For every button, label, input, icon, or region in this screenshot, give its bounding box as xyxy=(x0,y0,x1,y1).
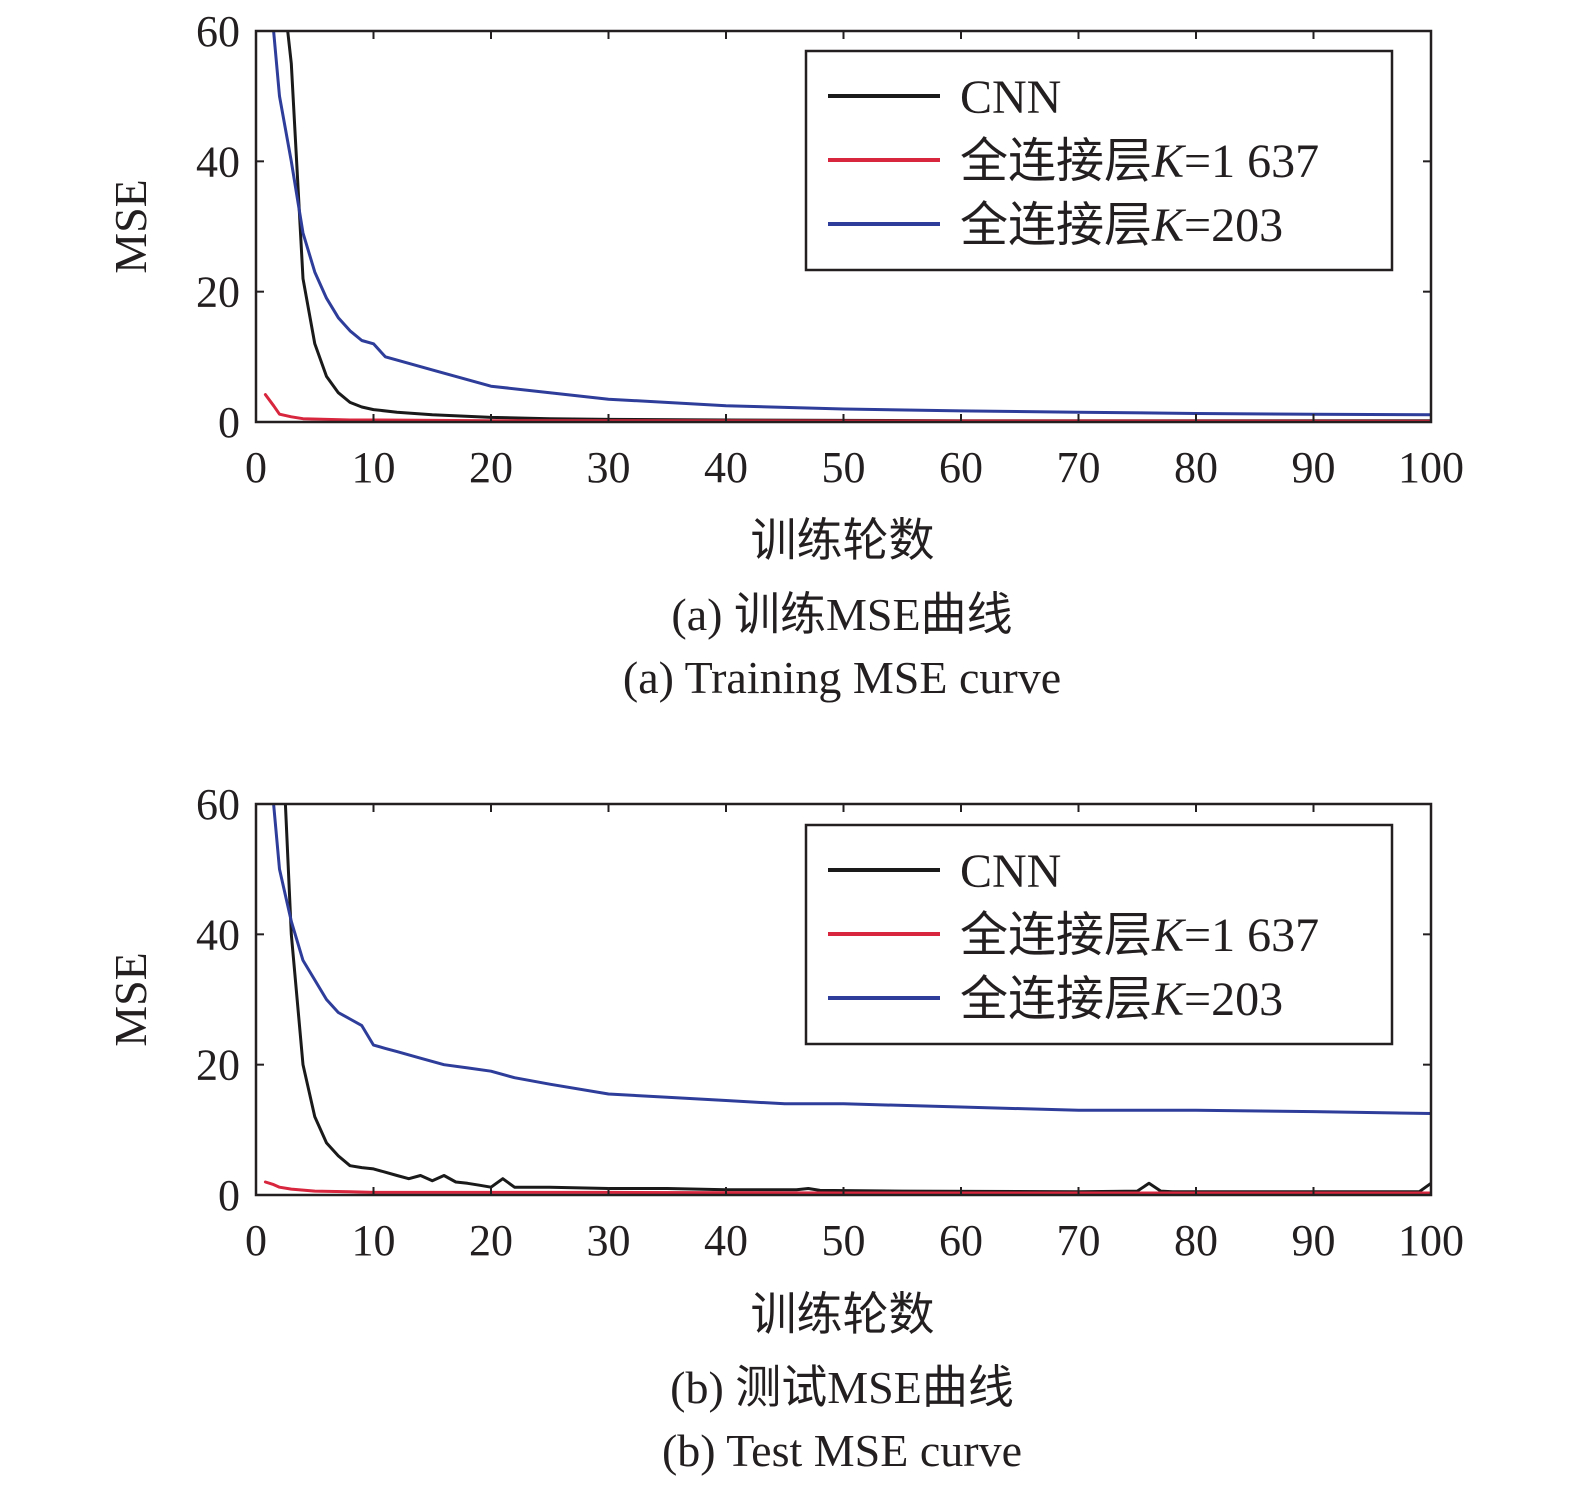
x-axis-label: 训练轮数 xyxy=(751,515,935,566)
x-tick-label: 10 xyxy=(352,1216,396,1265)
x-tick-label: 30 xyxy=(587,443,631,492)
series-line-2 xyxy=(272,804,1431,1115)
legend-label-2: 全连接层K=203 xyxy=(960,199,1283,252)
legend-label-1: 全连接层K=1 637 xyxy=(960,909,1319,962)
y-tick-label: 60 xyxy=(196,7,240,56)
legend-label-1: 全连接层K=1 637 xyxy=(960,135,1319,188)
x-tick-label: 10 xyxy=(352,443,396,492)
caption-cn: (a) 训练MSE曲线 xyxy=(671,589,1012,640)
legend-label-0: CNN xyxy=(960,845,1061,898)
y-axis-label: MSE xyxy=(105,179,156,274)
x-tick-label: 0 xyxy=(245,1216,267,1265)
caption-en: (a) Training MSE curve xyxy=(623,652,1061,703)
y-tick-label: 0 xyxy=(218,398,240,447)
x-tick-label: 20 xyxy=(469,1216,513,1265)
x-tick-label: 50 xyxy=(822,1216,866,1265)
legend-label-0: CNN xyxy=(960,71,1061,124)
y-tick-label: 40 xyxy=(196,910,240,959)
y-tick-label: 60 xyxy=(196,780,240,829)
x-tick-label: 0 xyxy=(245,443,267,492)
x-tick-label: 30 xyxy=(587,1216,631,1265)
x-tick-label: 40 xyxy=(704,443,748,492)
y-tick-label: 0 xyxy=(218,1171,240,1220)
x-tick-label: 80 xyxy=(1174,1216,1218,1265)
x-axis-label: 训练轮数 xyxy=(751,1289,935,1340)
x-tick-label: 40 xyxy=(704,1216,748,1265)
series-line-2 xyxy=(272,31,1431,417)
series-line-0 xyxy=(283,804,1431,1194)
caption-cn: (b) 测试MSE曲线 xyxy=(670,1362,1014,1413)
legend: CNN 全连接层K=1 637 全连接层K=203 xyxy=(804,49,1394,272)
x-tick-label: 90 xyxy=(1292,1216,1336,1265)
x-tick-label: 100 xyxy=(1398,1216,1464,1265)
caption-en: (b) Test MSE curve xyxy=(662,1425,1022,1476)
legend-box xyxy=(804,49,1394,272)
y-tick-label: 40 xyxy=(196,137,240,186)
x-tick-label: 70 xyxy=(1057,443,1101,492)
x-tick-label: 50 xyxy=(822,443,866,492)
x-tick-label: 80 xyxy=(1174,443,1218,492)
x-tick-label: 70 xyxy=(1057,1216,1101,1265)
legend-label-2: 全连接层K=203 xyxy=(960,973,1283,1026)
chart-panel-1: 0 10 20 30 40 50 60 70 80 90 100 0 20 40 60 MSE 训练轮数 CNN 全… xyxy=(105,780,1464,1476)
y-axis-label: MSE xyxy=(105,952,156,1047)
x-tick-label: 60 xyxy=(939,443,983,492)
legend: CNN 全连接层K=1 637 全连接层K=203 xyxy=(804,823,1394,1046)
x-tick-label: 90 xyxy=(1292,443,1336,492)
x-tick-label: 60 xyxy=(939,1216,983,1265)
x-tick-label: 100 xyxy=(1398,443,1464,492)
chart-panel-0: 0 10 20 30 40 50 60 70 80 90 100 0 20 40 60 MSE 训练轮数 CNN 全… xyxy=(105,7,1464,703)
y-tick-label: 20 xyxy=(196,268,240,317)
series-line-1 xyxy=(263,1180,1431,1195)
y-tick-label: 20 xyxy=(196,1041,240,1090)
x-tick-label: 20 xyxy=(469,443,513,492)
legend-box xyxy=(804,823,1394,1046)
